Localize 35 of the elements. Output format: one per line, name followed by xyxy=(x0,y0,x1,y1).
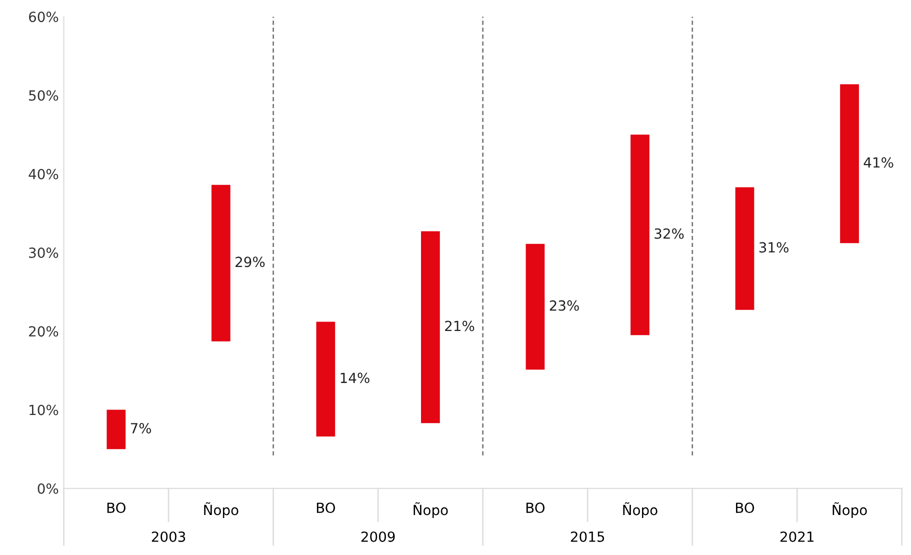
x-tick-label: Ñopo xyxy=(204,502,238,518)
bar xyxy=(211,184,230,342)
annotation: 23% xyxy=(550,300,579,311)
bar xyxy=(630,134,650,336)
y-tick-label: 20% xyxy=(29,326,58,337)
annotation: 14% xyxy=(340,372,370,384)
text: 2021 xyxy=(780,531,814,542)
annotation: 41% xyxy=(864,157,894,168)
y-tick-label: 10% xyxy=(30,404,58,416)
x-tick-label: Ñopo xyxy=(623,502,658,518)
x-tick-label: BO xyxy=(736,502,754,514)
x-tick-label: BO xyxy=(316,502,336,514)
annotation: 21% xyxy=(445,320,474,332)
bar xyxy=(316,322,336,437)
y-tick-label: 60% xyxy=(29,12,58,22)
bar xyxy=(421,231,440,424)
y-tick-label: 40% xyxy=(28,168,58,180)
text: 2003 xyxy=(152,531,186,542)
x-tick-label: Ñopo xyxy=(832,502,867,518)
y-tick-label: 30% xyxy=(29,247,58,258)
bar xyxy=(526,244,545,370)
annotation: 7% xyxy=(130,422,152,434)
text: 2015 xyxy=(570,531,604,542)
bar xyxy=(106,410,126,450)
bar xyxy=(735,187,754,310)
x-tick-label: BO xyxy=(107,502,126,514)
annotation: 31% xyxy=(759,242,788,253)
x-tick-label: BO xyxy=(526,502,545,514)
y-tick-label: 50% xyxy=(29,90,58,101)
annotation: 32% xyxy=(654,228,684,239)
text: 2009 xyxy=(361,531,395,542)
bar xyxy=(840,84,859,244)
x-tick-label: Ñopo xyxy=(414,502,448,518)
annotation: 29% xyxy=(236,256,265,268)
y-tick-label: 0% xyxy=(38,483,58,494)
